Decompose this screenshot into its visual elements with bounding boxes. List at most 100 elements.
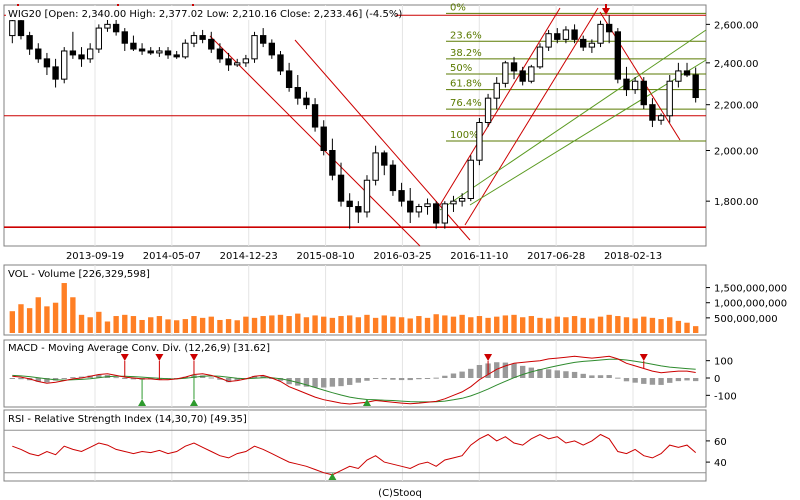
volume-bar bbox=[139, 319, 145, 333]
rsi-label: RSI - Relative Strength Index (14,30,70)… bbox=[8, 414, 247, 425]
macd-histogram-bar bbox=[641, 378, 647, 384]
candle-body bbox=[52, 66, 59, 80]
volume-bar bbox=[545, 318, 552, 333]
macd-histogram-bar bbox=[494, 362, 500, 378]
candle-body bbox=[640, 80, 647, 106]
volume-bar bbox=[148, 317, 154, 333]
rsi-markers bbox=[328, 473, 337, 480]
candle-body bbox=[476, 121, 483, 161]
candle-body bbox=[225, 58, 232, 66]
macd-lines bbox=[12, 355, 696, 405]
candle-body bbox=[311, 104, 319, 128]
candle-body bbox=[432, 203, 440, 224]
candle-body bbox=[407, 200, 414, 213]
volume-bar bbox=[260, 316, 266, 333]
macd-histogram-bar bbox=[649, 378, 656, 385]
macd-label: MACD - Moving Average Conv. Div. (12,26,… bbox=[8, 343, 270, 354]
volume-bar bbox=[407, 318, 413, 333]
candle-body bbox=[86, 48, 94, 60]
volume-bar bbox=[372, 317, 379, 333]
price-x-tick-label: 2014-05-07 bbox=[143, 251, 201, 262]
candle-body bbox=[580, 38, 587, 48]
volume-bar bbox=[675, 320, 682, 333]
volume-bar bbox=[494, 316, 500, 333]
macd-histogram-bar bbox=[554, 370, 560, 378]
volume-bar bbox=[234, 320, 240, 333]
candle-body bbox=[285, 70, 293, 89]
candle-body bbox=[502, 62, 509, 84]
fib-level-label: 0% bbox=[450, 2, 466, 13]
volume-bar bbox=[623, 317, 630, 333]
volume-bar bbox=[277, 314, 284, 333]
candle-body bbox=[156, 50, 163, 54]
volume-bar bbox=[286, 316, 292, 333]
price-panel: 1,800.00 2,000.00 2,200.00 2,400.00 2,600.00… bbox=[3, 2, 759, 262]
macd-histogram-bar bbox=[364, 378, 370, 381]
candle-body bbox=[484, 97, 492, 123]
macd-histogram-bar bbox=[251, 375, 258, 378]
macd-histogram-bar bbox=[563, 371, 569, 378]
macd-histogram-bar bbox=[70, 377, 76, 379]
rsi-buy-marker bbox=[328, 473, 337, 480]
macd-histogram-bar bbox=[623, 378, 630, 382]
macd-histogram-bar bbox=[130, 378, 137, 380]
macd-histogram-bar bbox=[597, 375, 604, 378]
candle-body bbox=[35, 48, 42, 60]
candle-body bbox=[398, 190, 405, 202]
volume-bar bbox=[165, 319, 171, 333]
macd-histogram-bar bbox=[18, 378, 24, 380]
volume-bar bbox=[87, 317, 93, 333]
rsi-grid bbox=[4, 410, 706, 481]
candle-body bbox=[363, 179, 371, 213]
macd-buy-marker bbox=[138, 399, 147, 406]
candle-body bbox=[605, 23, 613, 33]
candle-body bbox=[597, 23, 604, 44]
macd-histogram-bar bbox=[9, 378, 16, 379]
price-down-arrow bbox=[602, 4, 610, 15]
candle-body bbox=[329, 150, 336, 176]
candle-body bbox=[355, 206, 362, 213]
candle-body bbox=[78, 54, 85, 60]
rsi-y-tick-label: 60 bbox=[714, 437, 727, 448]
volume-bar bbox=[424, 317, 431, 333]
macd-histogram-bar bbox=[433, 377, 439, 379]
volume-bar bbox=[528, 316, 535, 333]
macd-histogram-bar bbox=[502, 362, 509, 378]
macd-histogram-bar bbox=[615, 377, 621, 379]
candle-body bbox=[337, 174, 345, 202]
candle-body bbox=[649, 104, 656, 121]
fib-level-label: 100% bbox=[450, 130, 479, 141]
volume-bar bbox=[589, 318, 595, 333]
candle-body bbox=[424, 203, 431, 208]
candle-body bbox=[147, 50, 154, 54]
candle-body bbox=[61, 50, 68, 80]
volume-bar bbox=[537, 317, 543, 333]
candle-body bbox=[372, 152, 379, 181]
volume-bar bbox=[398, 317, 405, 333]
rsi-panel: 40 60 RSI - Relative Strength Index (14,3… bbox=[3, 409, 727, 482]
candle-body bbox=[104, 23, 111, 29]
macd-histogram-bar bbox=[329, 378, 336, 387]
price-x-tick-label: 2017-06-28 bbox=[527, 251, 585, 262]
macd-line bbox=[12, 355, 696, 405]
macd-histogram-bar bbox=[346, 378, 353, 385]
candle-body bbox=[493, 82, 500, 99]
candle-body bbox=[112, 23, 120, 33]
volume-bar bbox=[450, 316, 457, 333]
trend-line bbox=[209, 35, 421, 247]
macd-histogram-bar bbox=[44, 378, 50, 383]
volume-bar bbox=[321, 316, 327, 333]
volume-bar bbox=[468, 317, 474, 333]
volume-bar bbox=[346, 315, 353, 333]
fib-level-label: 50% bbox=[450, 63, 472, 74]
candle-body bbox=[164, 50, 172, 56]
price-x-ticks: 2013-09-19 2014-05-07 2014-12-23 2015-08-10… bbox=[66, 251, 662, 262]
macd-histogram-bar bbox=[692, 378, 699, 382]
volume-bar bbox=[485, 317, 491, 333]
volume-bar bbox=[364, 314, 370, 333]
candle-body bbox=[69, 50, 77, 56]
fib-level-label: 76.4% bbox=[450, 98, 482, 109]
candle-body bbox=[95, 27, 103, 50]
macd-histogram-bar bbox=[225, 378, 232, 383]
